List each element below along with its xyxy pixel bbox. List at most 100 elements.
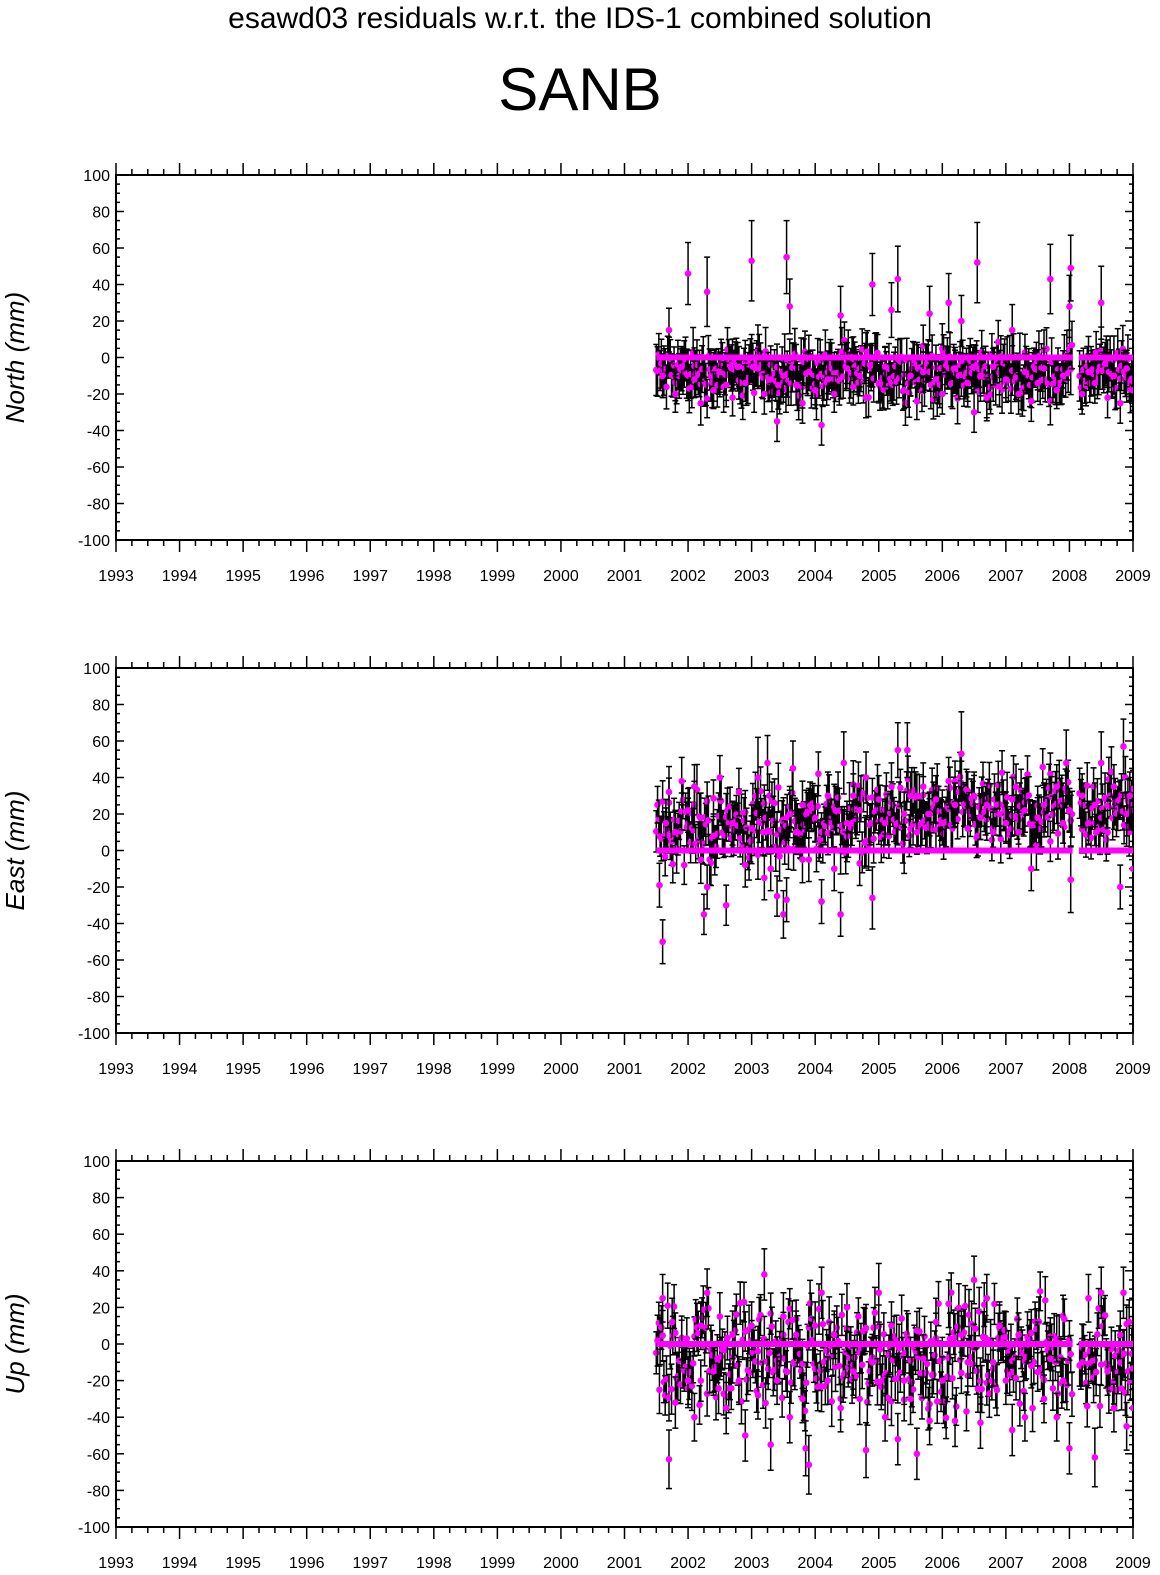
x-tick-label: 1996 <box>289 1555 325 1572</box>
residual-point <box>805 368 813 376</box>
residual-point <box>894 275 902 283</box>
x-tick-label: 2008 <box>1052 568 1088 585</box>
x-tick-label: 2005 <box>861 1061 897 1078</box>
residual-point <box>1008 326 1016 334</box>
residual-point <box>1062 759 1070 767</box>
residual-point <box>1120 743 1127 750</box>
residual-point <box>1066 807 1073 814</box>
x-tick-label: 1995 <box>225 1555 261 1572</box>
x-tick-label: 2005 <box>861 1555 897 1572</box>
residual-point <box>830 390 838 398</box>
residual-point <box>1097 299 1105 307</box>
residual-point <box>824 792 832 800</box>
residual-point <box>814 802 822 810</box>
residual-point <box>1067 264 1075 272</box>
x-tick-label: 2000 <box>543 1061 579 1078</box>
residual-point <box>684 270 692 277</box>
residual-point <box>680 861 688 869</box>
residual-point <box>665 788 673 796</box>
residual-point <box>799 856 806 863</box>
residual-point <box>881 363 889 370</box>
residual-point <box>1015 390 1022 398</box>
residual-point <box>721 1346 729 1354</box>
x-tick-label: 2002 <box>670 568 706 585</box>
residual-point <box>919 368 927 376</box>
residual-point <box>727 1384 735 1392</box>
residual-point <box>659 372 666 380</box>
residual-point <box>771 799 778 807</box>
residual-point <box>710 387 717 394</box>
residual-point <box>721 832 729 840</box>
residual-point <box>764 759 771 767</box>
residual-point <box>1123 810 1130 818</box>
residual-point <box>792 381 800 389</box>
residual-point <box>820 1358 828 1366</box>
residual-point <box>766 1349 773 1357</box>
x-tick-label: 1995 <box>225 1061 261 1078</box>
residual-point <box>816 1367 824 1374</box>
residual-point <box>864 348 871 355</box>
residual-point <box>838 1311 846 1319</box>
x-tick-label: 1999 <box>480 1555 516 1572</box>
residual-point <box>907 792 914 800</box>
y-tick-label: 0 <box>101 844 110 861</box>
residual-point <box>766 792 773 800</box>
residual-point <box>870 835 877 842</box>
residual-point <box>988 836 996 844</box>
residual-point <box>767 1310 774 1317</box>
residual-point <box>824 376 832 383</box>
residual-point <box>735 788 743 796</box>
residual-point <box>837 312 844 319</box>
residual-point <box>869 794 876 801</box>
x-tick-label: 2009 <box>1115 1061 1151 1078</box>
residual-point <box>762 1399 769 1407</box>
residual-point <box>919 783 927 790</box>
x-tick-label: 2003 <box>734 1555 770 1572</box>
residual-point <box>1059 372 1067 380</box>
y-axis-label: North (mm) <box>0 292 30 423</box>
y-tick-label: 60 <box>92 1227 110 1244</box>
residual-point <box>899 840 907 847</box>
residual-point <box>824 829 832 837</box>
residual-point <box>659 938 666 946</box>
residual-point <box>974 832 982 840</box>
residual-point <box>822 1382 829 1390</box>
residual-point <box>754 365 762 372</box>
x-tick-label: 1994 <box>162 568 198 585</box>
residual-point <box>659 1332 666 1339</box>
residual-point <box>805 856 813 863</box>
residual-point <box>840 759 848 767</box>
residual-point <box>939 819 946 827</box>
residual-point <box>1047 275 1054 283</box>
residual-point <box>1025 792 1033 799</box>
residual-point <box>688 1382 696 1390</box>
residual-point <box>979 780 987 788</box>
residual-point <box>856 372 863 380</box>
y-tick-label: 100 <box>83 661 110 678</box>
residual-point <box>913 828 921 836</box>
y-tick-label: 100 <box>83 168 110 185</box>
y-tick-label: -20 <box>87 387 110 404</box>
residual-point <box>1034 379 1041 387</box>
residual-point <box>956 773 964 781</box>
y-axis-label: East (mm) <box>0 791 30 911</box>
residual-point <box>691 376 698 383</box>
residual-point <box>818 898 825 905</box>
x-tick-label: 1993 <box>98 1061 134 1078</box>
x-tick-label: 2001 <box>607 568 643 585</box>
residual-point <box>748 257 755 265</box>
x-tick-label: 1998 <box>416 1061 452 1078</box>
data-series <box>652 219 1133 446</box>
residual-point <box>902 817 909 825</box>
y-tick-label: -40 <box>87 1410 110 1427</box>
residual-point <box>761 390 768 398</box>
residual-point <box>862 394 870 401</box>
y-tick-label: 80 <box>92 1191 110 1208</box>
residual-point <box>689 1360 697 1367</box>
residual-point <box>996 383 1003 391</box>
y-tick-label: -80 <box>87 990 110 1007</box>
residual-point <box>850 792 857 800</box>
residual-point <box>697 399 705 407</box>
residual-point <box>1085 819 1092 827</box>
residual-point <box>717 1353 725 1360</box>
